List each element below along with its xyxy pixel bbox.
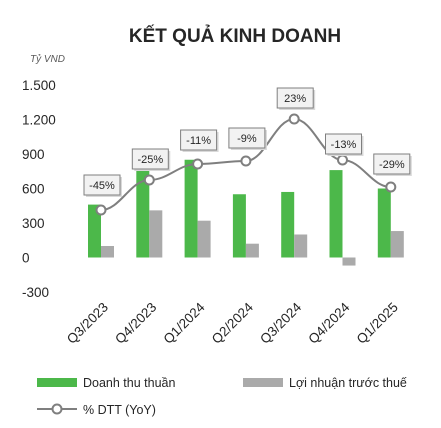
y-tick-label: 300 xyxy=(22,216,45,231)
revenue-bar xyxy=(136,170,150,258)
profit-bar xyxy=(197,220,211,258)
yoy-callout-box xyxy=(228,127,266,149)
yoy-callout-box xyxy=(373,153,411,175)
revenue-bar xyxy=(184,159,198,258)
yoy-callout-box xyxy=(131,148,169,170)
x-tick-label: Q1/2024 xyxy=(160,299,208,347)
yoy-marker xyxy=(240,155,252,167)
yoy-callout-label: -45% xyxy=(89,180,115,192)
x-tick-label: Q3/2024 xyxy=(257,299,305,347)
yoy-callout-box xyxy=(83,174,121,196)
x-tick-label: Q4/2024 xyxy=(305,299,353,347)
yoy-marker xyxy=(95,204,107,216)
x-tick-label: Q3/2023 xyxy=(64,300,111,347)
profit-bar xyxy=(342,257,356,266)
profit-bar xyxy=(101,246,114,258)
revenue-bar xyxy=(329,170,343,258)
yoy-callout-box xyxy=(325,133,362,155)
y-tick-label: 1.500 xyxy=(22,78,56,93)
y-tick-label: 600 xyxy=(22,182,45,197)
legend-label-yoy: % DTT (YoY) xyxy=(83,403,156,417)
legend-marker-yoy xyxy=(51,403,63,415)
yoy-callout-label: -29% xyxy=(379,159,405,171)
x-tick-label: Q1/2025 xyxy=(354,300,401,347)
yoy-marker xyxy=(192,158,204,170)
y-tick-label: 1.200 xyxy=(22,113,56,128)
yoy-callout-label: -9% xyxy=(237,133,257,145)
legend-label-revenue: Doanh thu thuần xyxy=(83,376,175,390)
yoy-callout-box xyxy=(180,129,218,151)
y-tick-label: 0 xyxy=(22,251,30,266)
yoy-callout-label: -13% xyxy=(331,139,357,151)
profit-bar xyxy=(390,231,404,258)
revenue-bar xyxy=(281,191,295,258)
yoy-callout-label: -11% xyxy=(186,135,211,147)
revenue-bar xyxy=(88,204,101,258)
x-tick-label: Q4/2023 xyxy=(112,300,159,347)
yoy-marker xyxy=(385,181,397,193)
chart-title: KẾT QUẢ KINH DOANH xyxy=(129,25,341,47)
profit-bar xyxy=(245,243,259,258)
profit-bar xyxy=(294,234,308,258)
legend-swatch-profit xyxy=(243,378,283,387)
yoy-marker xyxy=(337,154,348,166)
yoy-callout-box xyxy=(276,87,314,109)
yoy-callout-label: -25% xyxy=(137,154,163,166)
y-unit-label: Tỷ VND xyxy=(30,53,65,65)
y-tick-label: -300 xyxy=(22,285,49,300)
profit-bar xyxy=(149,210,163,258)
yoy-marker xyxy=(288,113,300,125)
legend-swatch-revenue xyxy=(37,378,77,387)
revenue-bar xyxy=(232,194,246,258)
y-tick-label: 900 xyxy=(22,147,45,162)
yoy-callout-label: 23% xyxy=(284,93,306,105)
yoy-marker xyxy=(143,174,155,186)
revenue-bar xyxy=(377,188,391,258)
x-tick-label: Q2/2024 xyxy=(209,299,257,347)
legend-label-profit: Lợi nhuận trước thuế xyxy=(289,376,407,390)
